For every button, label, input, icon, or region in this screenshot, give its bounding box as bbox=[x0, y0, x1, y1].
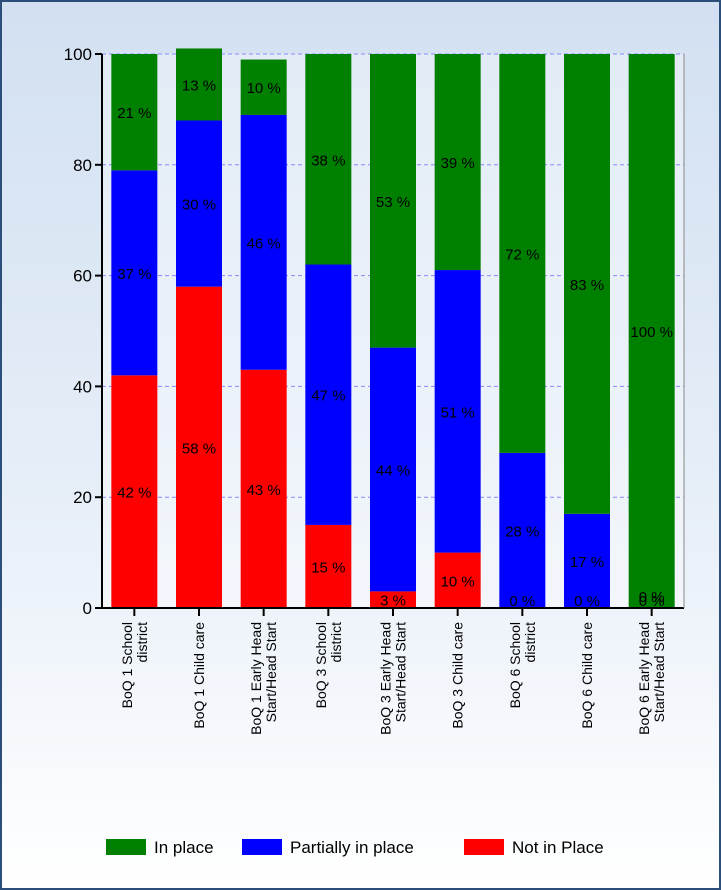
bar-partially-in-place-2 bbox=[240, 114, 287, 370]
x-tick-label-3-1: district bbox=[328, 622, 344, 663]
data-label-not-in-place-0: 42 % bbox=[117, 485, 151, 502]
data-label-not-in-place-7: 0 % bbox=[574, 593, 600, 610]
bar-not-in-place-1 bbox=[176, 286, 222, 608]
bar-partially-in-place-6 bbox=[499, 452, 546, 608]
bar-in-place-4 bbox=[370, 54, 416, 348]
bar-in-place-5 bbox=[434, 54, 481, 271]
y-tick-label-80: 80 bbox=[73, 156, 92, 175]
data-label-partially-in-place-7: 17 % bbox=[570, 554, 604, 571]
x-tick-label-4-1: Start/Head Start bbox=[393, 622, 409, 722]
data-label-not-in-place-4: 3 % bbox=[380, 593, 406, 610]
data-label-partially-in-place-6: 28 % bbox=[505, 523, 539, 540]
y-tick-label-60: 60 bbox=[73, 267, 92, 286]
data-label-partially-in-place-3: 47 % bbox=[311, 388, 345, 405]
data-labels: 42 % 37 % 21 % 58 % 30 % 13 % 43 % 46 % 10 % 15 %… bbox=[117, 77, 673, 610]
data-label-partially-in-place-0: 37 % bbox=[117, 266, 151, 283]
data-label-not-in-place-2: 43 % bbox=[247, 482, 281, 499]
y-axis-ticks: 0 20 40 60 80 100 bbox=[64, 45, 102, 618]
data-label-in-place-6: 72 % bbox=[505, 246, 539, 263]
x-tick-label-2-0: BoQ 1 Early Head bbox=[248, 622, 264, 735]
data-label-not-in-place-8: 0 % bbox=[639, 593, 665, 610]
bar-in-place-6 bbox=[499, 54, 546, 453]
data-label-in-place-1: 13 % bbox=[182, 77, 216, 94]
x-tick-label-8-1: Start/Head Start bbox=[651, 622, 667, 722]
bar-in-place-1 bbox=[176, 48, 222, 121]
legend-label-partially-in-place: Partially in place bbox=[290, 838, 414, 857]
bar-not-in-place-5 bbox=[434, 552, 481, 608]
legend-label-not-in-place: Not in Place bbox=[512, 838, 604, 857]
data-label-in-place-0: 21 % bbox=[117, 105, 151, 122]
x-tick-label-6-1: district bbox=[522, 622, 538, 663]
bar-in-place-7 bbox=[564, 54, 610, 514]
bars bbox=[111, 48, 675, 608]
legend-label-in-place: In place bbox=[154, 838, 214, 857]
bar-not-in-place-2 bbox=[240, 369, 287, 608]
y-tick-label-40: 40 bbox=[73, 377, 92, 396]
bar-in-place-3 bbox=[305, 54, 352, 265]
y-tick-label-20: 20 bbox=[73, 488, 92, 507]
legend-swatch-partially-in-place bbox=[242, 839, 282, 855]
data-label-in-place-3: 38 % bbox=[311, 152, 345, 169]
x-tick-label-1-0: BoQ 1 Child care bbox=[191, 622, 207, 729]
data-label-in-place-7: 83 % bbox=[570, 277, 604, 294]
x-tick-label-3-0: BoQ 3 School bbox=[313, 622, 329, 708]
legend: In place Partially in place Not in Place bbox=[106, 838, 604, 857]
bar-in-place-2 bbox=[240, 59, 287, 115]
data-label-partially-in-place-8: 0 % bbox=[639, 589, 665, 606]
y-tick-label-0: 0 bbox=[83, 599, 92, 618]
bar-partially-in-place-0 bbox=[111, 170, 158, 376]
data-label-not-in-place-6: 0 % bbox=[509, 593, 535, 610]
x-tick-label-5-0: BoQ 3 Child care bbox=[450, 622, 466, 729]
legend-swatch-not-in-place bbox=[464, 839, 504, 855]
data-label-partially-in-place-5: 51 % bbox=[441, 404, 475, 421]
bar-partially-in-place-3 bbox=[305, 264, 352, 525]
data-label-in-place-5: 39 % bbox=[441, 155, 475, 172]
bar-partially-in-place-5 bbox=[434, 270, 481, 553]
bar-not-in-place-3 bbox=[305, 524, 352, 608]
data-label-partially-in-place-4: 44 % bbox=[376, 463, 410, 480]
data-label-in-place-2: 10 % bbox=[247, 80, 281, 97]
x-tick-label-7-0: BoQ 6 Child care bbox=[579, 622, 595, 729]
data-label-in-place-8: 100 % bbox=[630, 324, 673, 341]
y-tick-label-100: 100 bbox=[64, 45, 92, 64]
bar-partially-in-place-1 bbox=[176, 120, 222, 287]
bar-not-in-place-0 bbox=[111, 375, 158, 608]
data-label-partially-in-place-2: 46 % bbox=[247, 235, 281, 252]
data-label-partially-in-place-1: 30 % bbox=[182, 197, 216, 214]
bar-not-in-place-4 bbox=[370, 591, 416, 608]
x-tick-label-0-1: district bbox=[134, 622, 150, 663]
x-tick-label-2-1: Start/Head Start bbox=[263, 622, 279, 722]
bar-partially-in-place-4 bbox=[370, 347, 416, 592]
bar-in-place-8 bbox=[628, 54, 675, 608]
bar-in-place-0 bbox=[111, 54, 158, 171]
x-tick-label-6-0: BoQ 6 School bbox=[507, 622, 523, 708]
data-label-not-in-place-3: 15 % bbox=[311, 559, 345, 576]
legend-swatch-in-place bbox=[106, 839, 146, 855]
bar-partially-in-place-7 bbox=[564, 513, 610, 608]
x-tick-label-4-0: BoQ 3 Early Head bbox=[378, 622, 394, 735]
x-axis-ticks: BoQ 1 School district BoQ 1 Child care BoQ … bbox=[119, 608, 667, 735]
x-tick-label-8-0: BoQ 6 Early Head bbox=[636, 622, 652, 735]
data-label-in-place-4: 53 % bbox=[376, 194, 410, 211]
x-tick-label-0-0: BoQ 1 School bbox=[119, 622, 135, 708]
data-label-not-in-place-5: 10 % bbox=[441, 573, 475, 590]
data-label-not-in-place-1: 58 % bbox=[182, 440, 216, 457]
